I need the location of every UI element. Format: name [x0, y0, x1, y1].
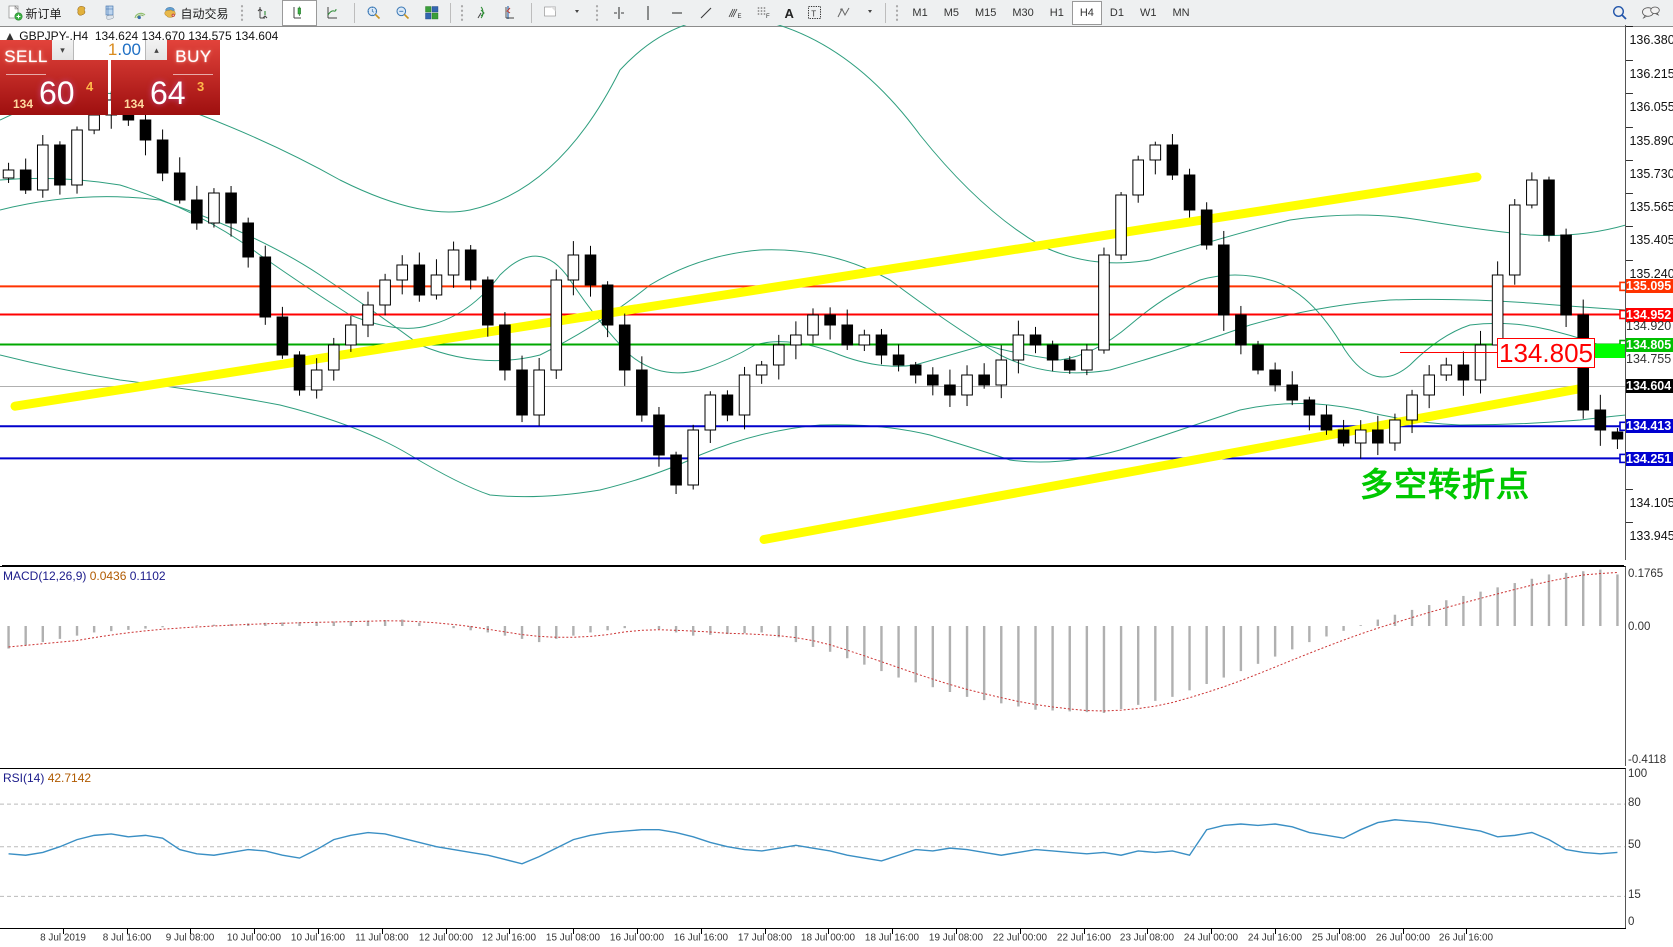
svg-text:F: F [766, 14, 770, 20]
svg-text:T: T [811, 10, 816, 19]
svg-text:E: E [737, 14, 741, 20]
